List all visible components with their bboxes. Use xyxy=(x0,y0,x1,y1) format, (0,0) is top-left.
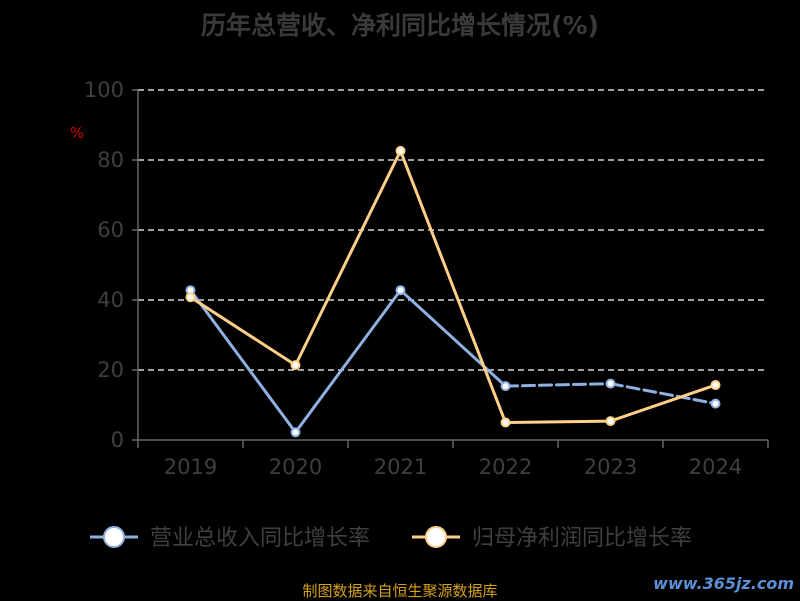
series-0-point-2020 xyxy=(290,427,301,438)
x-tick-label-2022: 2022 xyxy=(479,455,532,479)
y-tick-label-60: 60 xyxy=(97,218,124,242)
series-1-point-2023 xyxy=(605,416,616,427)
series-1-point-2024 xyxy=(710,380,721,391)
series-0-segment-2 xyxy=(399,288,507,388)
grid-lines xyxy=(138,89,768,371)
y-axis-unit-label: % xyxy=(70,124,84,142)
series-lines xyxy=(185,145,721,438)
x-tick-label-2019: 2019 xyxy=(164,455,217,479)
series-0-point-2023 xyxy=(605,378,616,389)
series-1-segment-3 xyxy=(504,419,612,424)
legend: 营业总收入同比增长率 归母净利润同比增长率 xyxy=(90,526,692,551)
x-tick-label-2023: 2023 xyxy=(584,455,637,479)
series-0-segment-4 xyxy=(609,382,717,406)
series-0-point-2022 xyxy=(500,381,511,392)
series-0-segment-0 xyxy=(189,288,297,434)
series-1-segment-0 xyxy=(189,295,297,367)
series-1-point-2022 xyxy=(500,417,511,428)
series-0-point-2024 xyxy=(710,398,721,409)
series-1-point-2021 xyxy=(395,145,406,156)
y-tick-label-100: 100 xyxy=(84,78,124,102)
y-tick-label-20: 20 xyxy=(97,358,124,382)
series-1-point-2020 xyxy=(290,360,301,371)
axes: 0 20 40 60 80 100% 2019 2020 2021 2022 2023 2024 xyxy=(70,78,769,479)
chart-title: 历年总营收、净利同比增长情况(%) xyxy=(201,11,599,40)
series-1-point-2019 xyxy=(185,292,196,303)
legend-marker-1 xyxy=(425,526,447,548)
series-1-segment-1 xyxy=(294,149,402,367)
data-source-note: 制图数据来自恒生聚源数据库 xyxy=(302,582,498,600)
series-1-segment-4 xyxy=(609,383,717,423)
series-0-point-2021 xyxy=(395,285,406,296)
x-tick-label-2020: 2020 xyxy=(269,455,322,479)
legend-label-1: 归母净利润同比增长率 xyxy=(472,526,692,551)
legend-label-0: 营业总收入同比增长率 xyxy=(150,526,370,551)
y-tick-label-40: 40 xyxy=(97,288,124,312)
series-0-segment-3 xyxy=(504,382,612,388)
x-tick-label-2024: 2024 xyxy=(689,455,742,479)
y-tick-label-80: 80 xyxy=(97,148,124,172)
x-tick-label-2021: 2021 xyxy=(374,455,427,479)
series-1-segment-2 xyxy=(399,149,507,424)
y-tick-label-0: 0 xyxy=(111,428,124,452)
legend-marker-0 xyxy=(103,526,125,548)
series-0-segment-1 xyxy=(294,288,402,434)
watermark-link[interactable]: www.365jz.com xyxy=(653,574,794,593)
